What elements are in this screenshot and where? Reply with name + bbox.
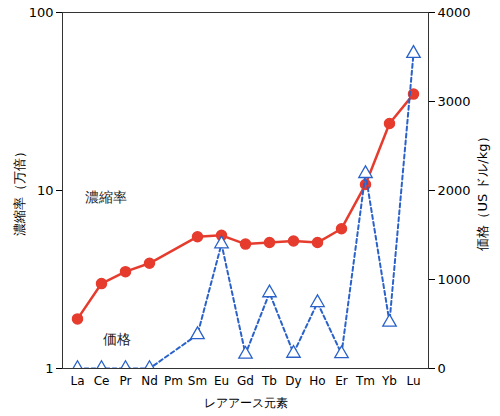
- svg-text:濃縮率: 濃縮率: [85, 189, 127, 205]
- svg-text:1000: 1000: [438, 272, 471, 287]
- svg-text:3000: 3000: [438, 94, 471, 109]
- svg-text:Tb: Tb: [261, 374, 277, 388]
- svg-text:Ce: Ce: [94, 374, 110, 388]
- svg-text:Pm: Pm: [164, 374, 183, 388]
- svg-text:レアアース元素: レアアース元素: [204, 396, 288, 410]
- svg-text:La: La: [70, 374, 84, 388]
- svg-text:Gd: Gd: [237, 374, 254, 388]
- svg-text:Eu: Eu: [214, 374, 229, 388]
- svg-text:Pr: Pr: [120, 374, 132, 388]
- svg-text:Sm: Sm: [188, 374, 207, 388]
- svg-text:価格（US ドル/kg）: 価格（US ドル/kg）: [475, 130, 490, 250]
- svg-text:濃縮率（万倍）: 濃縮率（万倍）: [12, 145, 27, 236]
- svg-text:Tm: Tm: [355, 374, 375, 388]
- svg-text:Dy: Dy: [285, 374, 301, 388]
- svg-text:Er: Er: [335, 374, 348, 388]
- svg-text:100: 100: [29, 5, 54, 20]
- svg-text:Nd: Nd: [141, 374, 158, 388]
- svg-text:10: 10: [37, 183, 54, 198]
- svg-text:価格: 価格: [103, 331, 131, 347]
- svg-text:1: 1: [45, 361, 53, 376]
- svg-text:0: 0: [438, 361, 446, 376]
- svg-text:Yb: Yb: [381, 374, 397, 388]
- svg-text:Ho: Ho: [309, 374, 325, 388]
- svg-text:2000: 2000: [438, 183, 471, 198]
- svg-text:4000: 4000: [438, 5, 471, 20]
- svg-text:Lu: Lu: [406, 374, 420, 388]
